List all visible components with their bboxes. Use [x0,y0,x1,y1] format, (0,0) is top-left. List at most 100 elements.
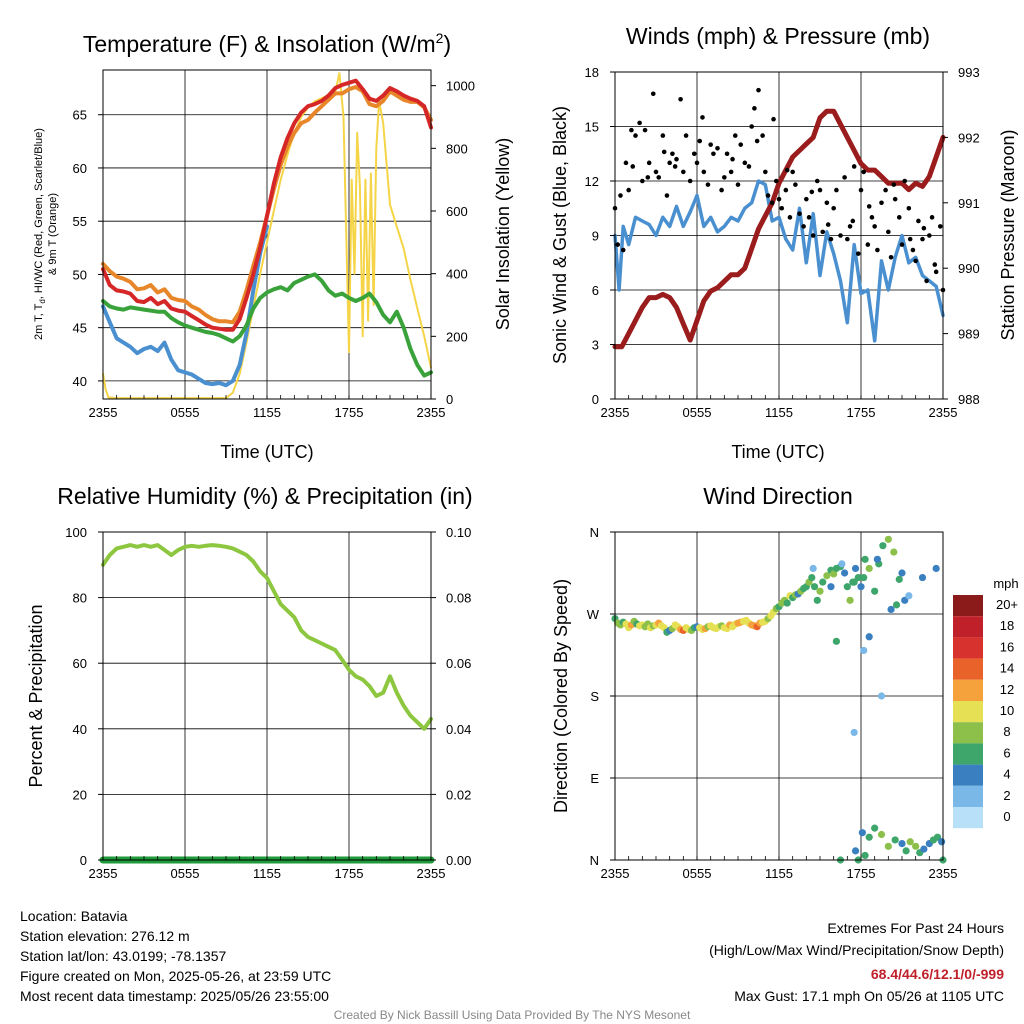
gust-point [838,233,843,238]
direction-point [920,845,928,853]
y-right-tick-label: 992 [958,130,980,145]
gust-point [691,151,697,157]
gust-point [896,215,902,220]
winds-gridlines [614,71,944,400]
gust-point [851,164,857,169]
direction-point [865,564,873,573]
y-left-tick-label: 12 [585,174,599,189]
y-right-tick-label: 0.04 [446,722,471,737]
y-right-tick-label: 993 [958,65,980,80]
legend-swatch [953,616,983,638]
gust-point [869,215,875,220]
gust-point [646,160,652,166]
x-tick-label: 2355 [417,405,446,420]
gust-point [910,247,916,253]
gust-point [618,193,623,198]
y-left-tick-label: 80 [73,591,87,606]
direction-point [843,583,851,591]
y-right-tick-label: 1000 [446,79,475,94]
gust-point [783,187,789,193]
gust-point [899,242,905,247]
gust-point [756,87,761,93]
direction-point [898,569,906,577]
direction-panel: Wind Direction 2355 0555 1155 1755 2355NESWN… [551,483,1019,881]
humidity-title: Relative Humidity (%) & Precipitation (i… [57,483,472,509]
y-left-tick-label: 60 [73,656,87,671]
y-left-tick-label: 60 [73,161,87,176]
gust-point [681,169,686,175]
gust-point [653,169,659,175]
y-left-tick-label: 45 [73,321,87,336]
insolation-right-axis-label: Solar Insolation (Yellow) [493,138,513,330]
gust-point [672,164,678,169]
gust-point [640,178,645,184]
speed-legend: 20+ 18 16 14 12 10 8 6 4 2 0 [953,595,1018,829]
humidity-panel: Relative Humidity (%) & Precipitation (i… [26,483,473,881]
gust-point [760,133,765,138]
gust-point [825,222,831,227]
gust-point [633,133,638,138]
gust-point [724,151,730,157]
gust-point [828,236,834,242]
legend-swatch [953,658,983,680]
gust-point [809,189,815,195]
legend-swatch [953,637,983,659]
heat-index-line [101,272,433,378]
x-tick-label: 1155 [765,866,793,881]
temperature-ticks: 2355 0555 1155 1755 2355 40 45 50 55 60 65 0 200 400 6… [73,79,475,420]
y-right-tick-label: 400 [446,267,468,282]
legend-swatch [953,807,983,829]
extremes-subheading: (High/Low/Max Wind/Precipitation/Snow De… [709,942,1004,958]
gust-point [924,278,929,284]
gust-point [845,236,850,242]
legend-label: 10 [1000,703,1014,718]
y-left-tick-label: 15 [585,120,599,135]
x-tick-label: 0555 [171,866,200,881]
gust-point [719,187,724,193]
direction-gridlines [614,531,944,861]
temperature-panel: Temperature (F) & Insolation (W/m2) 2355… [33,30,513,462]
gust-point [850,218,856,224]
direction-point [854,573,862,582]
gust-point [834,187,839,193]
gust-point [623,160,629,166]
direction-point [841,569,849,577]
y-left-tick-label: 65 [73,108,87,123]
y-left-tick-label: 3 [592,338,599,353]
gust-point [776,196,782,202]
y-left-tick-label: E [590,771,599,786]
gust-point [779,205,785,211]
gust-point [769,200,775,206]
gust-point [650,91,656,97]
gust-point [784,167,790,173]
temperature-title: Temperature (F) & Insolation (W/m2) [83,30,451,57]
gust-point [855,251,861,256]
gust-point [742,160,748,166]
gust-point [661,149,667,155]
direction-point [871,587,879,595]
gust-point [790,169,795,175]
legend-swatch [953,595,983,617]
legend-swatch [953,701,983,723]
humidity-ticks: 2355 0555 1155 1755 23550204060801000.000.02… [65,525,471,881]
direction-point [851,847,860,855]
y-right-tick-label: 600 [446,204,468,219]
y-right-tick-label: 0.06 [446,656,471,671]
gust-point [886,229,891,235]
y-left-tick-label: S [590,689,599,704]
y-right-tick-label: 0.00 [446,853,471,868]
y-right-tick-label: 800 [446,141,468,156]
gust-point [642,127,648,133]
humidity-line [101,543,433,731]
gust-point [687,178,693,184]
x-tick-label: 0555 [171,405,200,420]
direction-point [809,564,817,573]
gust-point [670,151,675,157]
gust-point [820,229,826,235]
gust-point [749,124,754,129]
info-location: Location: Batavia [20,908,128,924]
x-tick-label: 2355 [601,405,630,420]
legend-label: 6 [1003,745,1010,760]
